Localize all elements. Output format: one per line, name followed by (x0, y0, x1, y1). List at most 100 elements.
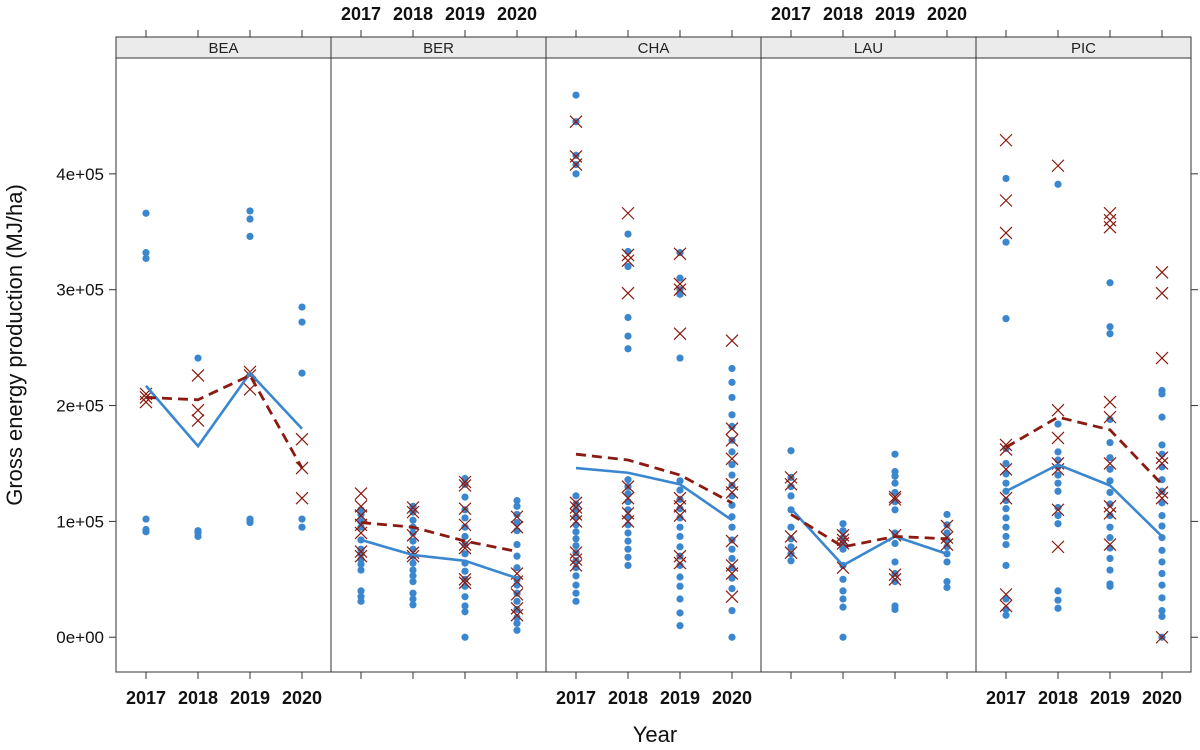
x-tick-label: 2020 (1142, 688, 1182, 708)
data-point-cross (458, 518, 472, 532)
data-point-dot (891, 605, 899, 614)
data-point-dot (246, 207, 254, 215)
data-point-dot (891, 558, 899, 566)
data-point-cross (1103, 506, 1117, 520)
data-point-cross (888, 568, 902, 582)
data-point-cross (510, 510, 524, 524)
data-point-cross (1103, 220, 1117, 234)
data-point-cross (354, 549, 368, 563)
series-b-points (999, 133, 1169, 644)
data-point-dot (1106, 544, 1114, 552)
data-point-dot (943, 521, 951, 529)
data-point-dot (572, 151, 580, 159)
data-point-dot (728, 461, 736, 469)
series-a-mean-line (145, 371, 303, 449)
data-point-dot (1158, 390, 1166, 398)
data-point-dot (461, 582, 469, 590)
data-point-cross (406, 528, 420, 542)
data-point-dot (357, 510, 365, 519)
data-point-dot (728, 633, 736, 641)
data-point-dot (1054, 503, 1062, 512)
data-point-dot (461, 633, 469, 641)
data-point-dot (513, 540, 521, 549)
data-point-dot (357, 597, 365, 605)
data-point-dot (787, 535, 795, 543)
data-point-dot (728, 536, 736, 544)
data-point-dot (513, 496, 521, 505)
data-point-cross (354, 487, 368, 501)
data-point-dot (676, 274, 684, 282)
data-point-cross (999, 491, 1013, 505)
data-point-dot (728, 574, 736, 582)
data-point-dot (839, 575, 847, 583)
data-point-cross (510, 608, 524, 622)
data-point-dot (572, 521, 580, 529)
data-point-cross (569, 558, 583, 572)
panel-strip-label: BER (423, 40, 454, 57)
data-point-dot (676, 595, 684, 603)
data-point-dot (787, 550, 795, 558)
data-point-cross (725, 486, 739, 499)
data-point-dot (1158, 581, 1166, 589)
data-point-dot (676, 505, 684, 513)
data-point-dot (676, 290, 684, 298)
data-point-dot (572, 170, 580, 178)
data-point-dot (357, 560, 365, 568)
data-point-dot (624, 345, 632, 353)
data-point-cross (888, 490, 902, 504)
data-point-dot (409, 537, 417, 545)
data-point-dot (513, 626, 521, 634)
x-tick-label: 2017 (341, 4, 381, 24)
data-point-cross (621, 206, 635, 220)
data-point-dot (728, 584, 736, 593)
data-point-dot (676, 582, 684, 590)
data-point-cross (569, 546, 583, 560)
data-point-dot (943, 583, 951, 592)
data-point-cross (621, 254, 635, 268)
data-point-cross (191, 403, 205, 417)
data-point-dot (1002, 514, 1010, 522)
data-point-dot (1054, 604, 1062, 612)
series-a-mean-line (360, 538, 518, 580)
series-a-mean-line (1005, 463, 1163, 538)
data-point-cross (621, 491, 635, 505)
data-point-cross (569, 501, 583, 514)
data-point-dot (572, 513, 580, 521)
data-point-cross (784, 546, 798, 560)
data-point-cross (1155, 286, 1169, 300)
data-point-dot (409, 516, 417, 524)
data-point-dot (461, 532, 469, 541)
data-point-dot (1158, 594, 1166, 602)
data-point-dot (513, 605, 521, 614)
data-point-dot (409, 502, 417, 510)
data-point-dot (624, 313, 632, 322)
data-point-cross (1155, 486, 1169, 499)
data-point-dot (572, 597, 580, 605)
x-tick-label: 2017 (771, 4, 811, 24)
data-point-cross (1155, 491, 1169, 505)
data-point-dot (1106, 566, 1114, 574)
data-point-cross (295, 432, 309, 446)
data-point-cross (940, 519, 954, 533)
panel-frame (115, 57, 332, 673)
data-point-cross (510, 587, 524, 601)
data-point-cross (569, 158, 583, 172)
data-point-dot (461, 567, 469, 575)
data-point-dot (1158, 607, 1166, 615)
data-point-dot (1054, 448, 1062, 456)
data-point-cross (999, 133, 1013, 147)
data-point-dot (943, 578, 951, 586)
data-point-dot (1002, 595, 1010, 603)
data-point-dot (409, 589, 417, 597)
data-point-dot (513, 510, 521, 519)
data-point-dot (1002, 532, 1010, 541)
data-point-dot (728, 564, 736, 572)
data-point-dot (787, 492, 795, 500)
data-point-dot (1002, 611, 1010, 619)
data-point-dot (839, 587, 847, 595)
data-point-cross (725, 422, 739, 436)
data-point-cross (673, 499, 687, 513)
data-point-dot (298, 303, 306, 311)
data-point-dot (624, 537, 632, 545)
data-point-dot (839, 527, 847, 535)
